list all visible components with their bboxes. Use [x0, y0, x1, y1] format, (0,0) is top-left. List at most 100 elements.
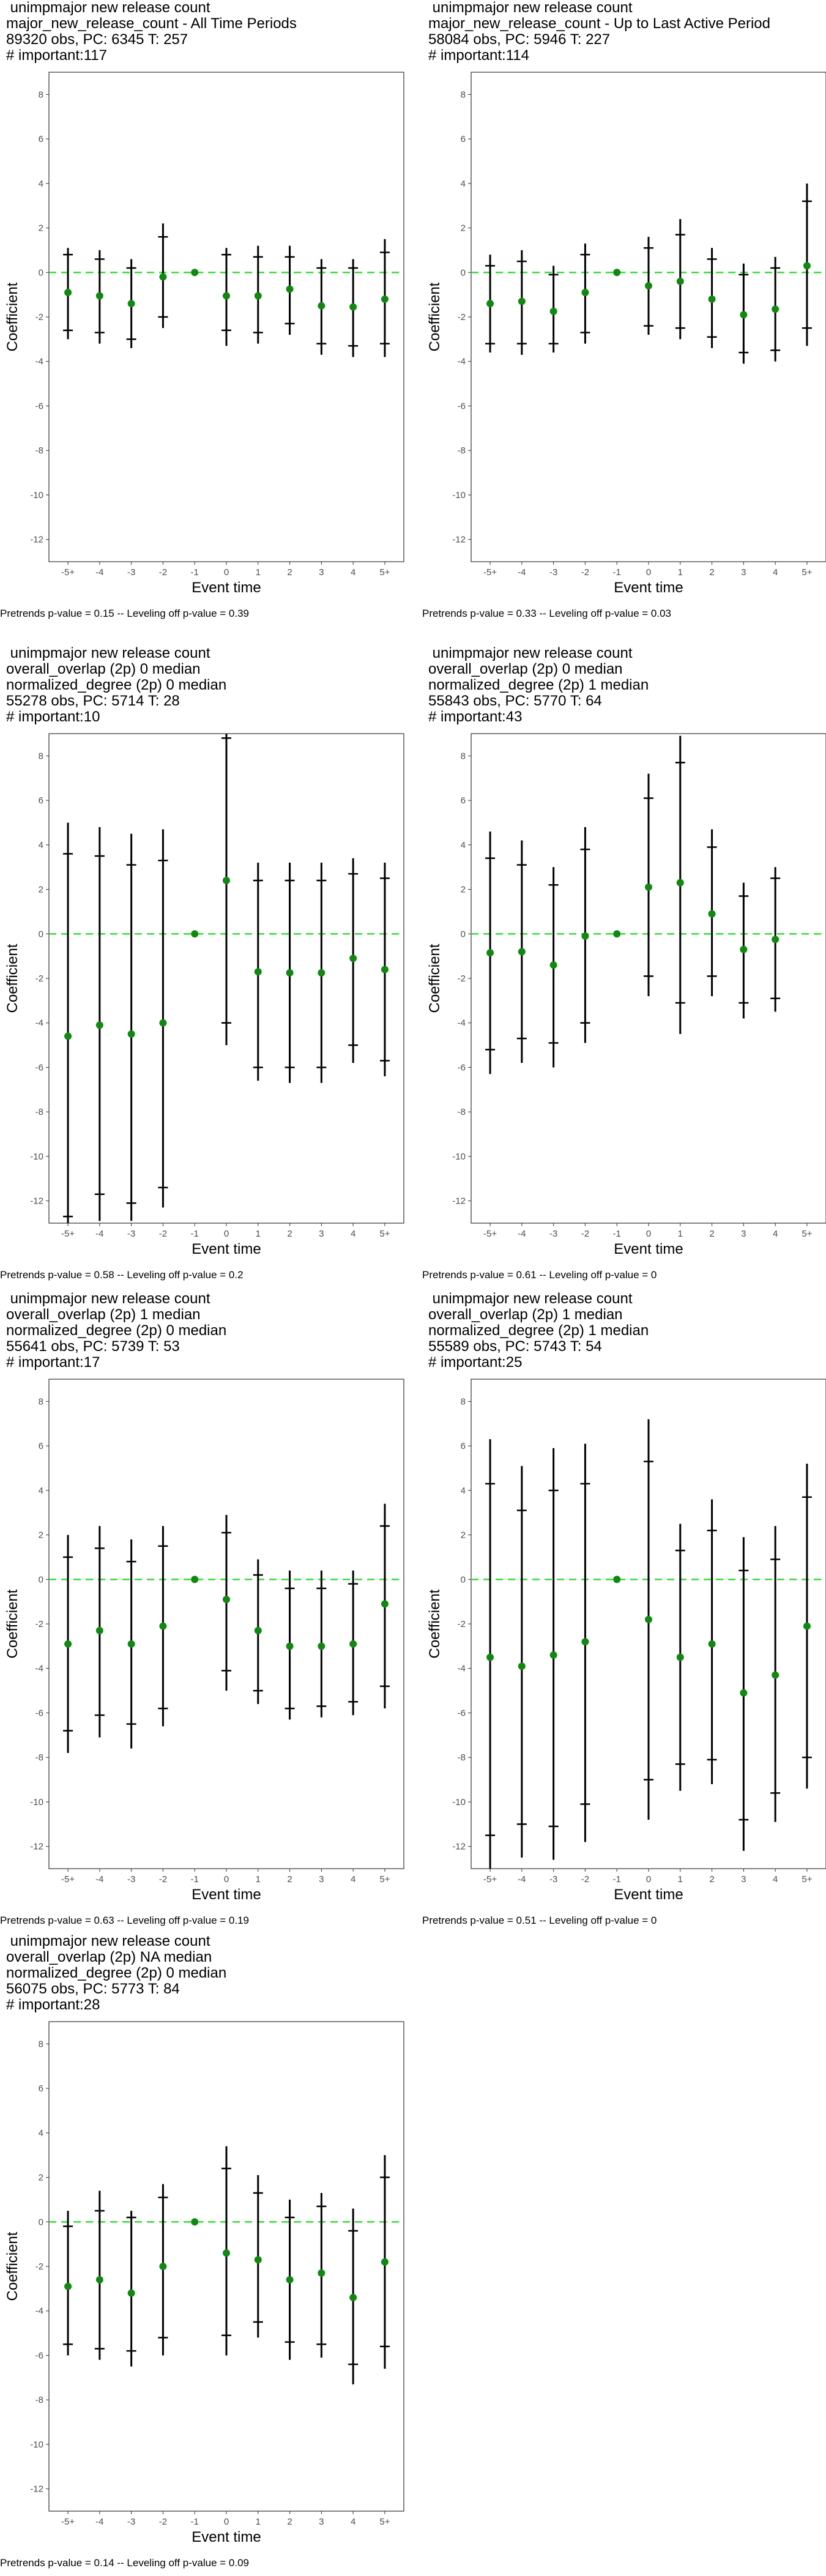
- coefficient-point: [254, 1626, 262, 1634]
- y-tick-label: -4: [458, 1018, 466, 1029]
- x-tick-label: -4: [95, 1874, 103, 1885]
- x-tick-label: 2: [287, 2517, 292, 2527]
- x-tick-label: -2: [159, 1229, 167, 1239]
- x-tick-label: -1: [613, 567, 621, 578]
- x-axis-title: Event time: [192, 579, 261, 596]
- coefficient-point: [95, 292, 103, 300]
- x-tick-label: 5+: [379, 567, 390, 578]
- chart-title-line: unimpmajor new release count: [6, 0, 210, 16]
- y-tick-label: 2: [39, 2173, 43, 2183]
- x-tick-label: 0: [224, 2517, 229, 2527]
- y-tick-label: -12: [30, 535, 43, 545]
- coefficient-point: [318, 302, 326, 310]
- y-tick-label: 2: [461, 223, 466, 234]
- coefficient-point: [95, 2276, 103, 2284]
- y-tick-label: 8: [461, 89, 466, 100]
- coefficient-point: [318, 1642, 326, 1650]
- coefficient-point: [772, 936, 779, 944]
- y-tick-label: 2: [39, 1530, 43, 1541]
- coefficient-point: [349, 303, 357, 311]
- coefficient-point: [803, 1622, 811, 1630]
- y-tick-label: -8: [35, 1107, 43, 1117]
- coefficient-point: [518, 948, 526, 956]
- x-tick-label: -2: [581, 1874, 589, 1885]
- coefficient-point: [772, 305, 779, 313]
- reference-point: [613, 1576, 621, 1584]
- coefficient-point: [708, 910, 716, 918]
- y-tick-label: 4: [39, 2128, 43, 2139]
- y-tick-label: -8: [35, 1752, 43, 1763]
- x-tick-label: 5+: [379, 2517, 390, 2527]
- chart-title-line: # important:17: [6, 1354, 100, 1371]
- y-tick-label: -6: [35, 1062, 43, 1073]
- reference-point: [613, 930, 621, 938]
- x-tick-label: -3: [549, 1229, 557, 1239]
- y-tick-label: 2: [461, 1530, 466, 1541]
- x-tick-label: -2: [159, 1874, 167, 1885]
- coefficient-point: [740, 311, 748, 319]
- x-tick-label: -5+: [483, 567, 497, 578]
- y-tick-label: -10: [452, 490, 466, 501]
- x-tick-label: 2: [709, 567, 714, 578]
- y-tick-label: -6: [35, 1708, 43, 1718]
- chart-title-line: 55589 obs, PC: 5743 T: 54: [428, 1338, 602, 1355]
- chart-title-line: unimpmajor new release count: [6, 1290, 210, 1307]
- coefficient-point: [381, 966, 389, 973]
- coefficient-point: [159, 273, 167, 281]
- chart-title-line: 89320 obs, PC: 6345 T: 257: [6, 31, 188, 48]
- x-tick-label: -5+: [61, 1874, 75, 1885]
- y-tick-label: -4: [35, 1664, 43, 1674]
- coefficient-point: [95, 1021, 103, 1029]
- x-tick-label: -1: [191, 2517, 199, 2527]
- chart-title-line: major_new_release_count - Up to Last Act…: [428, 15, 770, 32]
- chart-title: unimpmajor new release count overall_over…: [428, 1291, 649, 1371]
- x-tick-label: -5+: [483, 1229, 497, 1239]
- chart-panel-4: unimpmajor new release count overall_over…: [422, 646, 826, 1288]
- y-tick-label: 2: [39, 885, 43, 895]
- x-tick-label: -1: [191, 1874, 199, 1885]
- x-axis-title: Event time: [614, 579, 683, 596]
- x-tick-label: -3: [549, 1874, 557, 1885]
- x-tick-label: -1: [191, 567, 199, 578]
- chart-title: unimpmajor new release count major_new_re…: [428, 0, 770, 64]
- y-axis-title: Coefficient: [426, 282, 443, 351]
- y-tick-label: -10: [452, 1152, 466, 1162]
- y-tick-label: -8: [458, 445, 466, 456]
- coefficient-point: [318, 969, 326, 977]
- x-tick-label: 5+: [379, 1874, 390, 1885]
- chart-title-line: normalized_degree (2p) 0 median: [6, 1322, 227, 1339]
- pvalue-footnote: Pretrends p-value = 0.58 -- Leveling off…: [0, 1269, 244, 1281]
- x-tick-label: 4: [351, 1229, 355, 1239]
- y-tick-label: -12: [452, 535, 466, 545]
- chart-title: unimpmajor new release count overall_over…: [6, 1934, 226, 2013]
- x-tick-label: -5+: [61, 2517, 75, 2527]
- chart-title-line: # important:10: [6, 709, 100, 725]
- coefficient-point: [581, 289, 589, 296]
- coefficient-point: [349, 1640, 357, 1648]
- y-tick-label: 6: [39, 134, 43, 144]
- x-tick-label: 5+: [379, 1229, 390, 1239]
- coefficient-point: [486, 1653, 494, 1661]
- y-tick-label: 2: [461, 885, 466, 895]
- x-tick-label: 3: [741, 1874, 746, 1885]
- chart-panel-5: unimpmajor new release count overall_over…: [0, 1291, 404, 1934]
- coefficient-point: [286, 1642, 294, 1650]
- x-tick-label: 5+: [802, 1874, 812, 1885]
- x-tick-label: 1: [256, 1229, 261, 1239]
- chart-title-line: overall_overlap (2p) NA median: [6, 1949, 212, 1965]
- y-tick-label: 0: [461, 1574, 466, 1585]
- y-tick-label: -6: [35, 2350, 43, 2361]
- x-tick-label: -5+: [61, 567, 75, 578]
- pvalue-footnote: Pretrends p-value = 0.63 -- Leveling off…: [0, 1915, 249, 1926]
- coefficient-point: [486, 949, 494, 957]
- y-tick-label: -4: [35, 357, 43, 367]
- x-tick-label: 0: [646, 1874, 651, 1885]
- chart-title-line: major_new_release_count - All Time Perio…: [6, 15, 297, 32]
- coefficient-point: [349, 2293, 357, 2301]
- coefficient-point: [349, 955, 357, 962]
- y-tick-label: -4: [35, 1018, 43, 1029]
- y-tick-label: -2: [35, 1619, 43, 1629]
